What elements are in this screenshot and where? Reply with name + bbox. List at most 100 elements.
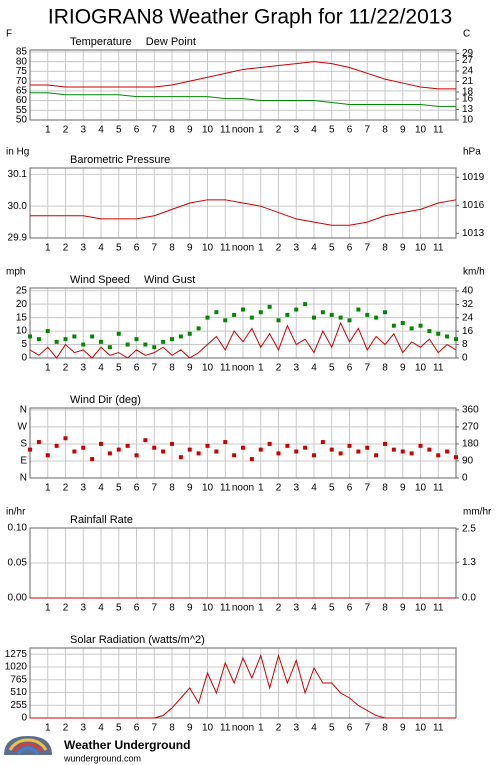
x-tick-label: 6 (347, 483, 353, 494)
y-tick-label: 85 (16, 47, 28, 58)
y2-tick-label: 1016 (462, 200, 485, 211)
marker (107, 345, 112, 350)
y2-tick-label: 16 (462, 326, 474, 337)
marker (196, 451, 201, 456)
marker (178, 334, 183, 339)
y-tick-label: 50 (16, 115, 28, 126)
x-tick-label: 5 (116, 363, 122, 374)
y2-unit: km/h (463, 267, 485, 278)
x-tick-label: 10 (202, 483, 214, 494)
marker (312, 315, 316, 320)
marker (409, 451, 414, 456)
x-tick-label: 9 (187, 125, 193, 136)
x-tick-label: 4 (98, 483, 104, 494)
marker (63, 436, 68, 441)
y-tick-label: 0.10 (8, 523, 28, 534)
x-tick-label: 2 (276, 483, 282, 494)
y2-tick-label: 13 (462, 104, 474, 115)
x-tick-label: 8 (382, 243, 388, 254)
y-tick-label: 30.0 (8, 201, 28, 212)
y2-tick-label: 1019 (462, 172, 485, 183)
marker (383, 310, 387, 315)
y-tick-label: 29.9 (8, 233, 28, 244)
marker (427, 329, 432, 334)
legend-entry: Temperature (70, 36, 132, 48)
x-tick-label: 6 (134, 603, 140, 614)
marker (28, 334, 32, 339)
x-tick-label: 5 (329, 243, 335, 254)
marker (54, 443, 59, 448)
x-tick-label: 9 (400, 723, 406, 734)
x-tick-label: 3 (80, 125, 86, 136)
x-tick-label: 2 (63, 483, 69, 494)
marker (427, 447, 432, 452)
x-tick-label: 1 (258, 603, 264, 614)
marker (365, 312, 370, 317)
marker (276, 318, 281, 323)
y-unit: F (6, 29, 12, 40)
x-tick-label: 7 (151, 125, 157, 136)
marker (143, 342, 148, 347)
legend-entry: Barometric Pressure (70, 154, 170, 166)
series-line (30, 92, 456, 107)
x-tick-label: 5 (329, 603, 335, 614)
x-tick-label: 9 (400, 243, 406, 254)
x-tick-label: 4 (98, 603, 104, 614)
x-tick-label: 6 (134, 363, 140, 374)
marker (374, 315, 379, 320)
x-tick-label: 11 (433, 603, 444, 614)
marker (36, 337, 41, 342)
x-tick-label: 1 (45, 603, 51, 614)
y-tick-label: 510 (10, 687, 27, 698)
marker (294, 307, 299, 312)
x-tick-label: 11 (433, 125, 444, 136)
y-tick-label: 0.05 (8, 558, 28, 569)
marker (400, 321, 405, 325)
x-tick-label: 3 (80, 723, 86, 734)
marker (81, 342, 86, 347)
marker (347, 318, 352, 323)
marker (99, 339, 103, 344)
marker (320, 310, 325, 315)
y-tick-label: 5 (21, 339, 27, 350)
x-tick-label: 11 (433, 723, 444, 734)
x-tick-label: 4 (311, 243, 317, 254)
x-tick-label: 4 (98, 363, 104, 374)
marker (454, 455, 458, 460)
marker (249, 315, 254, 320)
marker (152, 345, 157, 350)
y2-tick-label: 90 (462, 456, 474, 467)
plot-frame (29, 407, 457, 479)
marker (338, 315, 343, 320)
x-tick-label: 4 (98, 243, 104, 254)
x-tick-label: 10 (415, 603, 427, 614)
series-line (30, 199, 457, 226)
y2-tick-label: 27 (462, 55, 474, 66)
x-tick-label: noon (232, 125, 254, 136)
marker (303, 302, 308, 307)
x-tick-label: 11 (220, 483, 231, 494)
x-tick-label: 6 (134, 243, 140, 254)
x-tick-label: 1 (45, 363, 51, 374)
x-tick-label: 8 (382, 363, 388, 374)
marker (170, 337, 174, 342)
y-tick-label: 25 (16, 285, 28, 296)
legend-entry: Wind Dir (deg) (70, 394, 141, 406)
marker (418, 323, 423, 328)
y-tick-label: 65 (16, 85, 28, 96)
x-tick-label: 8 (169, 363, 175, 374)
x-tick-label: 10 (202, 603, 214, 614)
marker (303, 445, 308, 450)
y-tick-label: 30.1 (8, 169, 28, 180)
x-tick-label: 2 (63, 363, 69, 374)
marker (116, 447, 121, 452)
y2-unit: mm/hr (463, 507, 492, 518)
marker (267, 441, 272, 446)
y-tick-label: S (20, 439, 27, 450)
y-tick-label: W (18, 422, 28, 433)
legend-entry: Rainfall Rate (70, 514, 133, 526)
y-tick-label: 0 (21, 353, 27, 364)
marker (223, 318, 228, 323)
x-tick-label: 6 (347, 243, 353, 254)
